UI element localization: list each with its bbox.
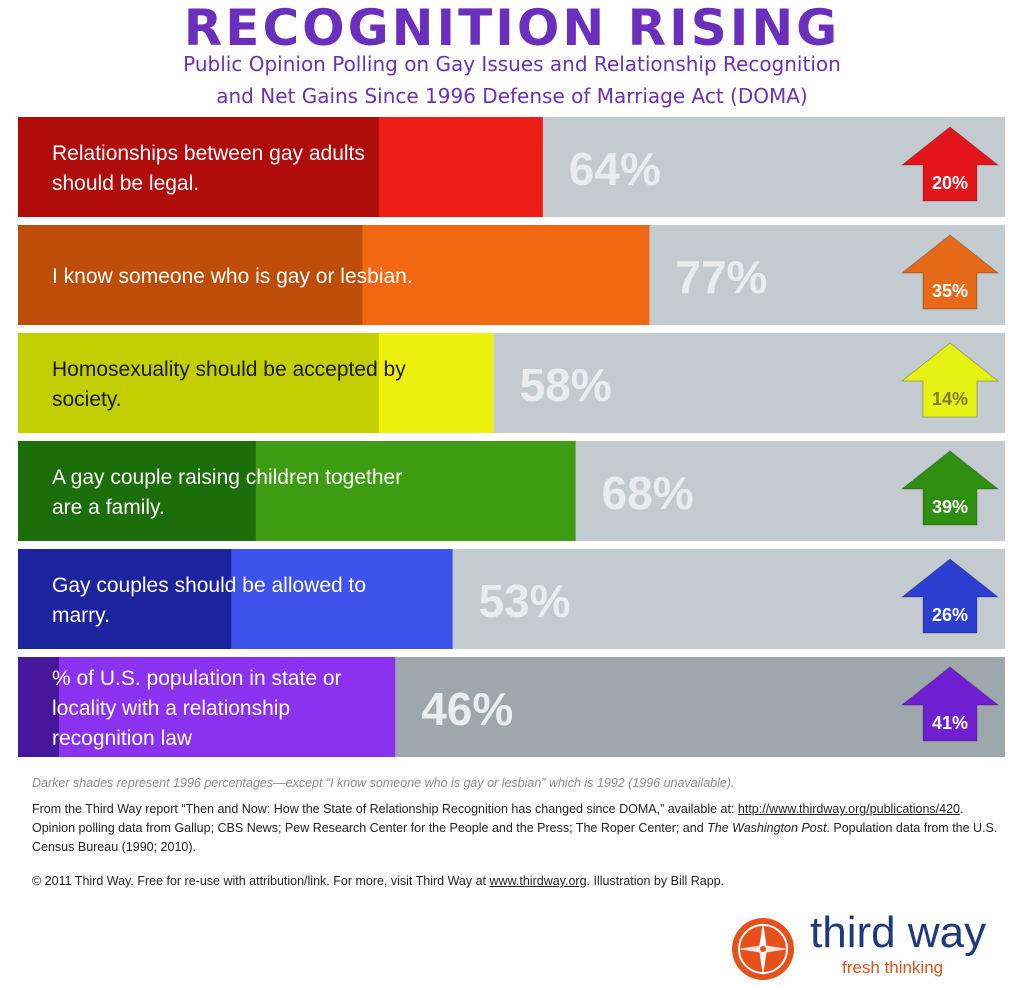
category-label: recognition law [52, 727, 193, 750]
category-label: Homosexuality should be accepted by [52, 358, 406, 381]
category-label: % of U.S. population in state or [52, 667, 342, 690]
category-label: A gay couple raising children together [52, 466, 402, 489]
bar-1996 [18, 117, 379, 217]
gain-label: 26% [932, 605, 968, 625]
gain-label: 39% [932, 497, 968, 517]
bar-1996 [18, 657, 59, 757]
footnote: Darker shades represent 1996 percentages… [32, 776, 735, 790]
source-note: From the Third Way report “Then and Now:… [32, 800, 1007, 857]
category-label: I know someone who is gay or lesbian. [52, 265, 413, 288]
compass-logo-icon [732, 918, 794, 980]
chart-subtitle-line1: Public Opinion Polling on Gay Issues and… [183, 52, 841, 76]
copyright-text-after: . Illustration by Bill Rapp. [586, 874, 725, 888]
gain-arrow-icon [900, 342, 1000, 418]
chart-subtitle-line2: and Net Gains Since 1996 Defense of Marr… [216, 84, 808, 108]
bar-1996 [18, 333, 379, 433]
value-label: 46% [421, 683, 513, 735]
gain-arrow-icon [900, 450, 1000, 526]
gain-label: 35% [932, 281, 968, 301]
copyright-note: © 2011 Third Way. Free for re-use with a… [32, 874, 1007, 888]
gain-label: 41% [932, 713, 968, 733]
logo-tagline: fresh thinking [842, 958, 944, 977]
source-italic: The Washington Post [707, 821, 827, 835]
source-text-mid: . Opinion polling data from Gallup; CBS … [32, 802, 964, 835]
gain-arrow-icon [900, 558, 1000, 634]
logo-name: third way [810, 908, 987, 957]
value-label: 77% [675, 251, 767, 303]
bar-1996 [18, 225, 363, 325]
gain-arrow-icon [900, 666, 1000, 742]
gain-arrow-icon [900, 126, 1000, 202]
bar-1996 [18, 441, 256, 541]
value-label: 53% [479, 575, 571, 627]
chart-title: RECOGNITION RISING [183, 0, 841, 57]
source-text-before: From the Third Way report “Then and Now:… [32, 802, 738, 816]
third-way-logo: third way fresh thinking [730, 908, 1020, 984]
gain-arrow-icon [900, 234, 1000, 310]
source-link[interactable]: http://www.thirdway.org/publications/420 [737, 802, 961, 816]
value-label: 68% [602, 467, 694, 519]
value-label: 64% [569, 143, 661, 195]
gain-label: 14% [932, 389, 968, 409]
source-text-after: . Population data from the U.S. Census B… [32, 821, 998, 854]
category-label: Gay couples should be allowed to [52, 574, 366, 597]
category-label: marry. [52, 604, 110, 627]
copyright-link[interactable]: www.thirdway.org [489, 874, 587, 888]
gain-label: 20% [932, 173, 968, 193]
value-label: 58% [520, 359, 612, 411]
category-label: locality with a relationship [52, 697, 290, 720]
bar-current [18, 657, 396, 757]
copyright-text-before: © 2011 Third Way. Free for re-use with a… [32, 874, 490, 888]
category-label: are a family. [52, 496, 165, 519]
category-label: should be legal. [52, 172, 199, 195]
category-label: society. [52, 388, 122, 411]
bar-1996 [18, 549, 232, 649]
category-label: Relationships between gay adults [52, 142, 365, 165]
